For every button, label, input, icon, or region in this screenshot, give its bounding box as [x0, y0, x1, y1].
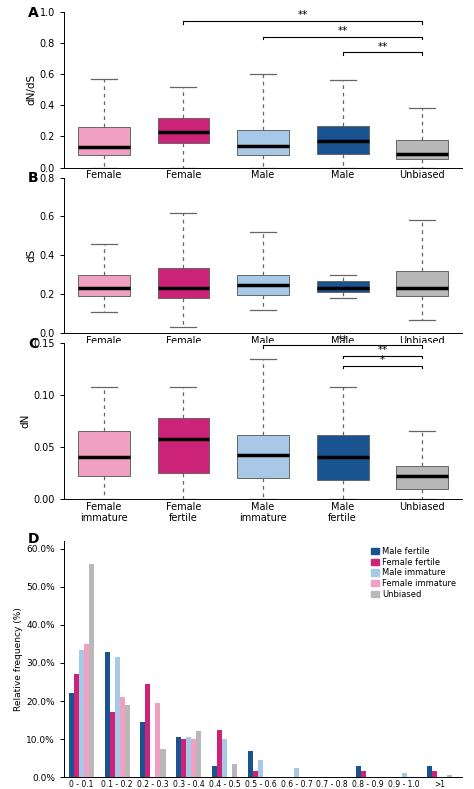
Text: **: **	[298, 10, 308, 21]
Bar	[181, 739, 186, 777]
PathPatch shape	[237, 275, 289, 295]
PathPatch shape	[78, 275, 130, 297]
Bar	[155, 703, 161, 777]
Text: **: **	[377, 42, 388, 51]
Bar	[248, 750, 253, 777]
Bar	[196, 731, 201, 777]
Bar	[69, 694, 73, 777]
Bar	[186, 737, 191, 777]
Text: A: A	[28, 6, 39, 20]
Bar	[84, 644, 89, 777]
Text: *: *	[380, 355, 385, 365]
PathPatch shape	[157, 118, 210, 144]
Text: **: **	[377, 345, 388, 355]
Text: **: **	[337, 26, 348, 36]
Bar	[212, 766, 217, 777]
Bar	[109, 712, 115, 777]
Bar	[356, 766, 361, 777]
Bar	[294, 768, 299, 777]
Bar	[73, 675, 79, 777]
Text: D: D	[28, 532, 40, 546]
Bar	[115, 657, 119, 777]
PathPatch shape	[157, 418, 210, 473]
Y-axis label: dN/dS: dN/dS	[27, 74, 37, 105]
PathPatch shape	[396, 140, 448, 159]
Bar	[432, 772, 438, 777]
Y-axis label: dS: dS	[27, 249, 37, 262]
Bar	[447, 776, 453, 777]
PathPatch shape	[317, 435, 369, 481]
Bar	[217, 730, 222, 777]
PathPatch shape	[237, 435, 289, 478]
Bar	[191, 739, 196, 777]
Bar	[361, 772, 365, 777]
Bar	[232, 764, 237, 777]
Text: **: **	[337, 335, 348, 345]
Bar	[79, 649, 84, 777]
Text: B: B	[28, 171, 39, 185]
PathPatch shape	[78, 127, 130, 155]
Bar	[105, 652, 109, 777]
Bar	[401, 773, 407, 777]
Bar	[119, 697, 125, 777]
Bar	[258, 760, 263, 777]
PathPatch shape	[157, 268, 210, 298]
Text: C: C	[28, 337, 38, 351]
Bar	[253, 772, 258, 777]
Bar	[146, 684, 150, 777]
Bar	[161, 749, 165, 777]
PathPatch shape	[396, 466, 448, 488]
Bar	[89, 564, 94, 777]
Legend: Male fertile, Female fertile, Male immature, Female immature, Unbiased: Male fertile, Female fertile, Male immat…	[370, 545, 458, 600]
Bar	[125, 705, 129, 777]
Y-axis label: Relative frequency (%): Relative frequency (%)	[14, 608, 23, 711]
Y-axis label: dN: dN	[21, 414, 31, 428]
Bar	[176, 737, 181, 777]
PathPatch shape	[317, 281, 369, 293]
Bar	[428, 766, 432, 777]
PathPatch shape	[78, 432, 130, 476]
Bar	[140, 722, 146, 777]
PathPatch shape	[237, 130, 289, 155]
Bar	[222, 739, 227, 777]
PathPatch shape	[317, 125, 369, 154]
PathPatch shape	[396, 271, 448, 297]
